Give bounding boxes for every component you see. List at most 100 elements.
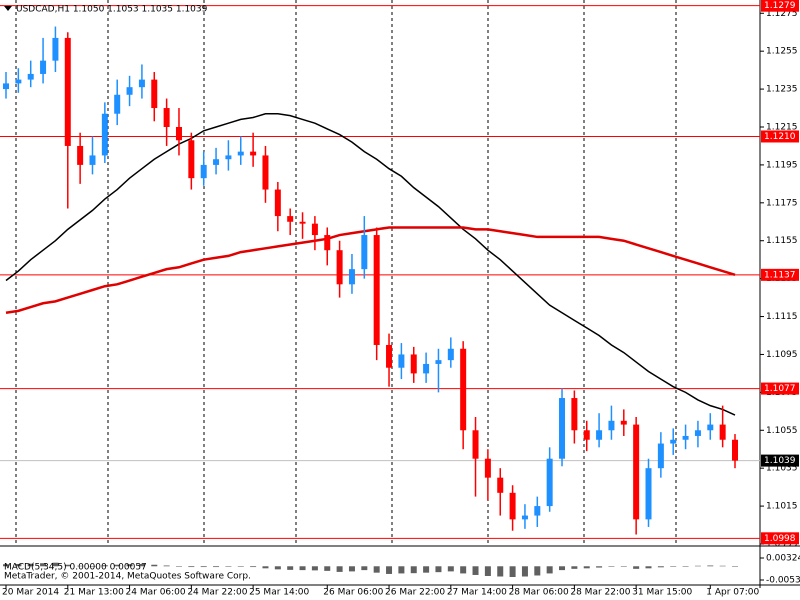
candle-body: [460, 348, 467, 431]
y-tick-label: 1.1195: [766, 160, 798, 170]
candle-body: [546, 458, 553, 507]
candle-body: [188, 140, 195, 179]
candle-body: [719, 424, 726, 440]
day-separators: [15, 0, 677, 544]
macd-bar: [163, 565, 170, 567]
macd-bar: [151, 564, 158, 567]
macd-bar: [670, 566, 677, 567]
level-label: 1.1279: [764, 1, 796, 11]
macd-bar: [15, 563, 22, 567]
x-tick-label: 26 Mar 22:00: [385, 588, 445, 598]
candle-body: [694, 430, 701, 436]
candle-body: [707, 424, 714, 431]
macd-tick-label: 0.00324: [766, 554, 800, 564]
x-tick-label: 26 Mar 06:00: [323, 588, 383, 598]
macd-bar: [645, 566, 652, 569]
price-label: 1.1039: [764, 456, 796, 466]
macd-bar: [707, 565, 714, 567]
candle-body: [521, 515, 528, 520]
y-tick-label: 1.1255: [766, 47, 798, 57]
candle-body: [40, 60, 47, 74]
candle-body: [472, 430, 479, 459]
candle-body: [682, 435, 689, 440]
price-tag: [761, 454, 799, 467]
macd-bar: [213, 566, 220, 568]
candle-body: [287, 216, 294, 222]
macd-bar: [423, 566, 430, 573]
candle-body: [101, 113, 108, 156]
macd-bar: [521, 566, 528, 577]
copyright: MetaTrader, © 2001-2014, MetaQuotes Soft…: [4, 572, 251, 582]
macd-bar: [77, 565, 84, 567]
moving-average: [5, 226, 736, 314]
macd-bar: [126, 564, 133, 567]
macd-bar: [509, 566, 516, 578]
macd-bar: [386, 566, 393, 574]
level-tag: [761, 382, 799, 395]
candle-body: [336, 250, 343, 285]
y-tick-label: 1.1155: [766, 236, 798, 246]
candle-body: [633, 424, 640, 520]
candle-body: [324, 235, 331, 251]
candle-body: [89, 155, 96, 165]
macd-bar: [200, 566, 207, 568]
candle-body: [608, 420, 615, 431]
candle-body: [559, 398, 566, 459]
y-tick-label: 1.1015: [766, 502, 798, 512]
macd-bar: [274, 566, 281, 570]
level-label: 1.0998: [764, 534, 796, 544]
y-tick-label: 1.1055: [766, 426, 798, 436]
candle-body: [274, 189, 281, 217]
macd-bar: [447, 566, 454, 572]
candle-body: [213, 159, 220, 165]
macd-bar: [287, 566, 294, 570]
candle-body: [262, 155, 269, 190]
candle-body: [15, 79, 22, 84]
y-tick-label: 1.1235: [766, 85, 798, 95]
macd-bar: [633, 566, 640, 569]
candle-body: [77, 145, 84, 165]
candle-body: [534, 506, 541, 516]
level-tag: [761, 532, 799, 545]
candle-body: [311, 223, 318, 236]
candle-body: [200, 164, 207, 179]
level-tag: [761, 268, 799, 281]
y-tick-label: 1.1275: [766, 9, 798, 19]
macd-bar: [398, 566, 405, 574]
x-tick-label: 24 Mar 22:00: [187, 588, 247, 598]
candle-body: [175, 126, 182, 141]
macd-bar: [620, 566, 627, 567]
macd-bar: [114, 564, 121, 567]
macd-bar: [682, 566, 689, 567]
macd-bar: [101, 565, 108, 567]
macd-bar: [435, 566, 442, 573]
level-label: 1.1210: [764, 132, 796, 142]
macd-bar: [571, 566, 578, 569]
macd-bar: [52, 562, 59, 567]
x-tick-label: 24 Mar 06:00: [126, 588, 186, 598]
macd-bar: [596, 566, 603, 568]
candle-body: [620, 420, 627, 425]
macd-bar: [719, 565, 726, 567]
candle-body: [583, 430, 590, 440]
x-tick-label: 21 Mar 13:00: [64, 588, 124, 598]
macd-bar: [559, 566, 566, 571]
y-tick-label: 1.1175: [766, 198, 798, 208]
macd-bar: [250, 566, 257, 568]
macd-bar: [237, 566, 244, 567]
moving-average: [5, 112, 736, 416]
level-label: 1.1137: [764, 270, 796, 280]
candle-body: [732, 439, 738, 461]
candle-body: [299, 221, 306, 224]
candle-body: [114, 94, 121, 114]
candle-body: [361, 235, 368, 270]
x-tick-label: 28 Mar 06:00: [509, 588, 569, 598]
level-label: 1.1077: [764, 384, 796, 394]
x-tick-label: 27 Mar 14:00: [447, 588, 507, 598]
x-tick-label: 20 Mar 2014: [2, 588, 59, 598]
candle-body: [596, 430, 603, 440]
candle-body: [138, 79, 145, 88]
macd-bar: [608, 566, 615, 567]
